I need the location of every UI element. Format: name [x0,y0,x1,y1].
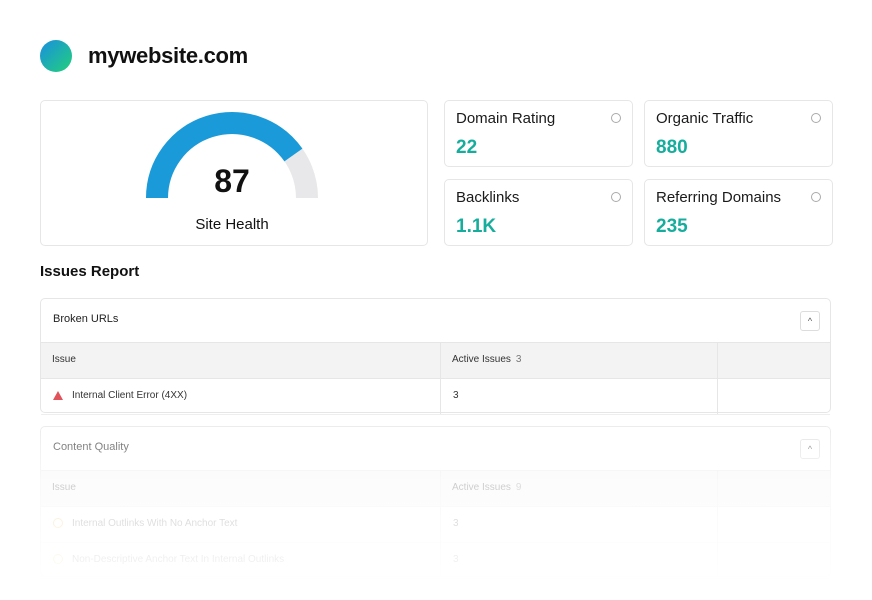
metric-value: 22 [456,137,478,158]
collapse-button[interactable]: ^ [800,439,820,459]
divider [440,471,441,506]
metric-label: Backlinks [456,189,520,206]
issue-count: 3 [453,518,459,529]
metric-card: Referring Domains 235 [644,179,833,246]
active-count: 3 [515,354,522,365]
table-header: Issue Active Issues 3 [41,342,830,379]
divider [440,343,441,378]
column-header: Active Issues 9 [452,482,522,493]
divider [440,506,441,542]
info-icon[interactable] [611,192,621,202]
section-title: Content Quality [53,441,129,453]
column-header: Issue [52,482,76,493]
table-row: Non-Descriptive Anchor Text In Internal … [41,542,830,579]
column-header: Active Issues 3 [452,354,522,365]
divider [717,471,718,506]
health-label: Site Health [195,216,269,233]
health-score: 87 [214,163,250,199]
info-icon[interactable] [611,113,621,123]
metric-value: 1.1K [456,216,497,237]
issue-name: Internal Outlinks With No Anchor Text [72,518,238,529]
metric-value: 235 [656,216,688,237]
table-row: Internal Outlinks With No Anchor Text 3 [41,506,830,543]
graphics [40,40,318,199]
logo [40,40,72,72]
divider [440,378,441,414]
issue-section: Broken URLs ^ Issue Active Issues 3 Internal … [40,298,831,415]
metric-card: Domain Rating 22 [444,100,633,167]
issue-count: 3 [453,554,459,565]
table-row: Internal Client Error (4XX) 3 [41,378,830,415]
status-icon [53,518,63,528]
issue-name: Non-Descriptive Anchor Text In Internal … [72,554,285,565]
metric-label: Domain Rating [456,110,556,127]
metric-label: Referring Domains [656,189,782,206]
status-icon [53,554,63,564]
issue-count: 3 [453,390,459,401]
health-card [40,100,428,246]
info-icon[interactable] [811,192,821,202]
metric-value: 880 [656,137,688,158]
table-header: Issue Active Issues 9 [41,470,830,507]
divider [717,506,718,542]
metric-card: Organic Traffic 880 [644,100,833,167]
collapse-button[interactable]: ^ [800,311,820,331]
site-name: mywebsite.com [88,43,248,68]
divider [440,542,441,578]
info-icon[interactable] [811,113,821,123]
issue-name: Internal Client Error (4XX) [72,390,188,401]
active-count: 9 [515,482,522,493]
divider [717,343,718,378]
divider [717,542,718,578]
gauge-arc [146,112,303,199]
status-icon [53,391,63,400]
column-header: Issue [52,354,76,365]
divider [717,378,718,414]
issue-section: Content Quality ^ Issue Active Issues 9 Inter… [40,426,831,579]
issues-title: Issues Report [40,263,140,280]
metric-card: Backlinks 1.1K [444,179,633,246]
section-title: Broken URLs [53,313,119,325]
metric-label: Organic Traffic [656,110,754,127]
